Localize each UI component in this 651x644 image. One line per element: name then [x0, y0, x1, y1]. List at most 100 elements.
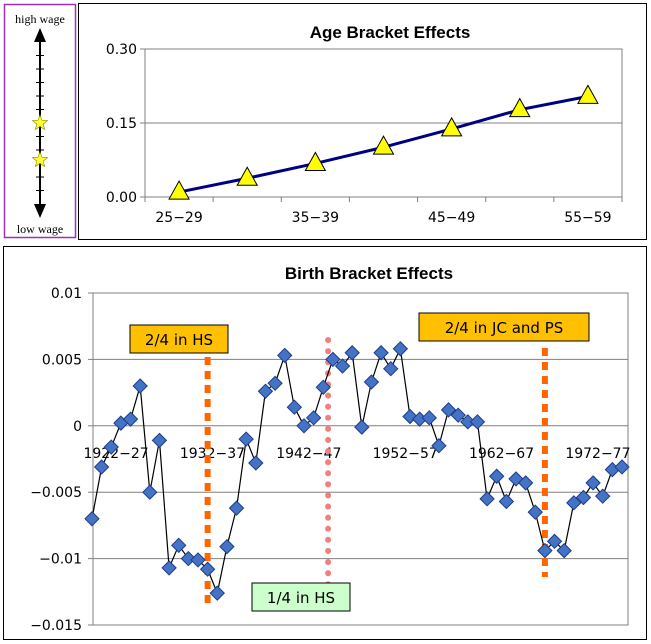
star-icon — [31, 151, 49, 168]
birth-point — [469, 414, 486, 430]
birth-x-tick-label: 1952−57 — [373, 446, 438, 462]
birth-chart-series — [84, 341, 630, 601]
age-x-tick-label: 35−39 — [292, 210, 339, 226]
birth-point — [595, 488, 611, 504]
birth-y-tick-label: 0 — [73, 419, 82, 435]
birth-y-tick-label: −0.01 — [39, 552, 82, 568]
age-y-tick-label: 0.15 — [106, 116, 137, 132]
birth-point — [142, 484, 158, 500]
birth-point — [219, 538, 235, 555]
annotation-text: 2/4 in JC and PS — [445, 319, 564, 337]
birth-point — [527, 504, 543, 520]
birth-point — [93, 459, 110, 475]
wage-scale: high wage low wage — [15, 12, 65, 236]
age-chart-grid — [140, 48, 623, 202]
birth-x-tick-label: 1962−67 — [469, 446, 534, 462]
birth-point — [585, 475, 601, 491]
birth-point — [161, 560, 177, 576]
birth-point — [489, 468, 505, 484]
annotation-text: 2/4 in HS — [145, 331, 213, 349]
birth-point — [363, 374, 380, 390]
annotation-text: 1/4 in HS — [267, 589, 335, 607]
birth-x-tick-label: 1942−47 — [276, 446, 341, 462]
age-chart-series — [168, 84, 599, 200]
birth-y-tick-label: −0.015 — [30, 618, 82, 634]
up-arrow-icon — [34, 28, 46, 42]
birth-point — [277, 347, 293, 364]
birth-point — [267, 375, 283, 392]
age-chart-x-ticks: 25−29 35−39 45−49 55−59 — [155, 210, 611, 226]
annotation-box — [251, 582, 351, 612]
birth-point — [575, 489, 592, 506]
high-wage-label: high wage — [15, 12, 65, 26]
birth-point — [199, 561, 216, 577]
birth-point — [479, 491, 495, 507]
birth-point — [132, 378, 148, 394]
birth-point — [344, 345, 360, 361]
annotation-label: 1/4 in HS — [251, 582, 351, 612]
age-x-tick-label: 25−29 — [155, 210, 202, 226]
birth-point — [103, 439, 119, 455]
age-x-tick-label: 45−49 — [428, 210, 475, 226]
birth-point — [180, 550, 197, 567]
birth-point — [238, 431, 254, 447]
birth-chart-x-ticks: 1922−27 1932−37 1942−47 1952−57 1962−67 1972−… — [83, 446, 630, 462]
birth-point — [614, 459, 630, 475]
birth-chart-reference-lines — [204, 337, 548, 605]
age-chart-title: Age Bracket Effects — [310, 23, 471, 42]
annotation-label: 2/4 in JC and PS — [418, 312, 590, 342]
wage-stars — [31, 114, 49, 168]
age-point — [372, 135, 395, 155]
birth-point — [517, 475, 534, 491]
age-point — [440, 116, 463, 137]
birth-x-tick-label: 1932−37 — [180, 446, 245, 462]
annotation-box — [418, 312, 590, 342]
age-point — [304, 151, 327, 171]
birth-point — [209, 585, 225, 601]
age-point — [577, 84, 599, 104]
birth-point — [556, 542, 572, 559]
birth-point — [431, 438, 447, 454]
birth-point — [122, 411, 139, 427]
birth-point — [392, 341, 409, 357]
birth-chart-annotations: 2/4 in HS 1/4 in HS 2/4 in JC and PS — [129, 312, 590, 612]
birth-point — [498, 493, 515, 510]
birth-chart-y-ticks: 0.01 0.005 0 −0.005 −0.01 −0.015 — [30, 286, 82, 634]
birth-point — [566, 495, 582, 511]
age-chart-y-ticks: 0.00 0.15 0.30 — [106, 42, 137, 206]
age-point — [168, 180, 190, 200]
birth-point — [325, 351, 341, 368]
birth-point — [537, 542, 553, 559]
birth-point — [421, 410, 437, 426]
birth-point — [305, 410, 322, 426]
birth-point — [228, 500, 245, 516]
birth-point — [171, 537, 187, 554]
age-x-tick-label: 55−59 — [564, 210, 611, 226]
birth-x-tick-label: 1922−27 — [83, 446, 148, 462]
birth-point — [190, 552, 206, 568]
birth-point — [286, 399, 303, 415]
birth-point — [151, 432, 168, 449]
birth-point — [546, 533, 563, 550]
birth-y-tick-label: 0.005 — [42, 352, 82, 368]
birth-y-tick-label: 0.01 — [51, 286, 82, 302]
birth-point — [296, 418, 312, 434]
age-y-tick-label: 0.00 — [106, 190, 137, 206]
birth-point — [84, 511, 100, 527]
birth-point — [450, 407, 466, 423]
birth-point — [257, 383, 274, 399]
age-point — [508, 97, 531, 118]
birth-point — [373, 345, 389, 361]
annotation-box — [129, 324, 229, 354]
birth-x-tick-label: 1972−77 — [565, 446, 630, 462]
birth-chart-title: Birth Bracket Effects — [285, 264, 453, 283]
birth-point — [248, 455, 264, 471]
birth-point — [440, 402, 457, 418]
down-arrow-icon — [34, 204, 46, 218]
birth-point — [315, 379, 331, 395]
birth-point — [354, 419, 370, 435]
low-wage-label: low wage — [17, 222, 63, 236]
age-point — [236, 166, 259, 186]
birth-point — [334, 358, 351, 374]
annotation-label: 2/4 in HS — [129, 324, 229, 354]
